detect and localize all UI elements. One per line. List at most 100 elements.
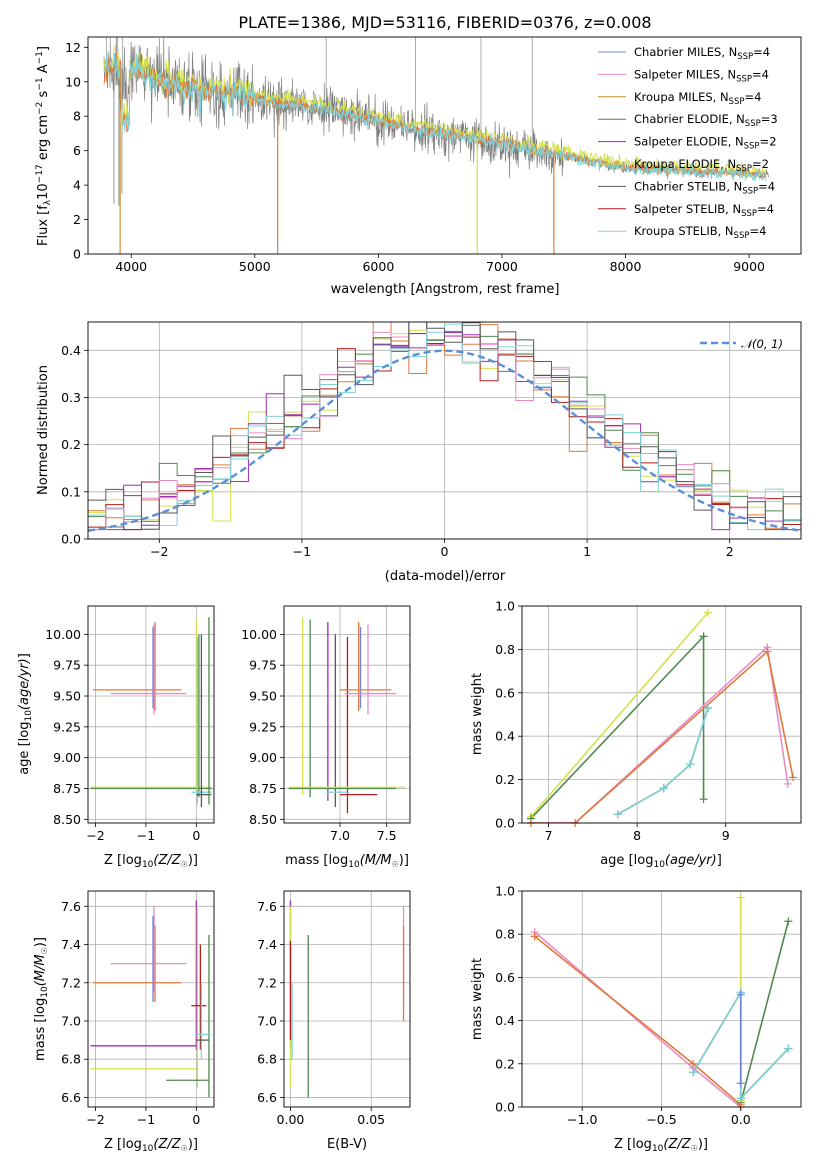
y-tick-label: 2 [73,212,81,227]
x-tick-label: −1 [137,1112,155,1127]
weight-marker [699,795,708,804]
y-tick-label: 1.0 [495,884,515,899]
weight-marker [736,990,745,999]
y-tick-label: 0.0 [495,1100,515,1115]
y-tick-label: 0.8 [495,927,515,942]
x-tick-label: 0 [192,828,200,843]
axes-frame [87,890,215,1108]
y-tick-label: 0 [73,247,81,262]
y-tick-label: 0.6 [495,970,515,985]
y-tick-label: 9.25 [53,719,81,734]
y-tick-label: 0.8 [495,642,515,657]
plot-area [90,900,212,1098]
weight-line [530,645,789,823]
y-axis-label: mass weight [470,673,485,755]
x-tick-label: 0 [441,544,449,559]
y-tick-label: 0.0 [61,532,81,547]
y-tick-label: 6 [73,143,81,158]
y-tick-label: 7.4 [61,937,81,952]
y-tick-label: 0.6 [495,685,515,700]
weight-line [530,650,794,823]
legend-label: Salpeter MILES, NSSP=4 [634,67,769,84]
y-tick-label: 6.6 [61,1090,81,1105]
legend-label: Chabrier ELODIE, NSSP=3 [634,112,778,129]
y-tick-label: 7.2 [61,975,81,990]
y-tick-label: 8.50 [53,812,81,827]
x-tick-label: −2 [86,828,104,843]
x-tick-label: −1 [137,828,155,843]
axes-frame [283,605,411,824]
y-tick-label: 7.4 [257,937,277,952]
x-tick-label: 1 [583,544,591,559]
axes-frame [283,890,411,1108]
legend-label: Chabrier STELIB, NSSP=4 [634,179,775,196]
y-tick-label: 0.2 [61,437,81,452]
weight-line [739,921,790,1103]
y-tick-label: 8.50 [249,812,277,827]
plot-area [530,611,794,823]
weight-marker [689,1068,698,1077]
plot-area [289,900,405,1098]
x-axis-label: E(B-V) [327,1137,367,1152]
histogram-series [88,322,801,531]
x-axis-label: age [log10(age/yr)] [600,853,722,870]
y-tick-label: 6.8 [61,1052,81,1067]
y-tick-label: 7.0 [257,1013,277,1028]
y-tick-label: 7.6 [61,899,81,914]
weight-line [530,634,705,820]
y-tick-label: 9.00 [249,750,277,765]
x-tick-label: 9000 [733,259,765,274]
y-tick-label: 0.4 [495,729,515,744]
x-tick-label: 5000 [239,259,271,274]
x-tick-label: 8 [633,828,641,843]
y-tick-label: 9.75 [53,658,81,673]
x-tick-label: 4000 [115,259,147,274]
x-tick-label: −1 [293,544,311,559]
x-axis-label: Z [log10(Z/Z☉)] [104,853,198,870]
y-tick-label: 10.00 [45,627,81,642]
x-axis-label: Z [log10(Z/Z☉)] [104,1137,198,1154]
x-axis-label: (data-model)/error [385,569,506,584]
x-tick-label: 6000 [362,259,394,274]
mass-weight-vs-age-axes [522,605,801,824]
weight-marker [736,893,745,902]
y-tick-label: 0.3 [61,390,81,405]
y-tick-label: 8.75 [249,781,277,796]
y-axis-label: Normed distribution [36,365,51,495]
axes-frame [87,36,802,255]
weight-marker [784,917,793,926]
x-tick-label: 2 [726,544,734,559]
y-tick-label: 4 [73,178,81,193]
weight-marker [736,1079,745,1088]
y-tick-label: 9.50 [53,689,81,704]
x-tick-label: 7.0 [330,828,350,843]
weight-line [530,611,709,818]
legend-label-normal: 𝒩(0, 1) [741,337,783,351]
y-tick-label: 9.25 [249,719,277,734]
axes-frame [521,605,802,824]
x-tick-label: 0.05 [357,1112,385,1127]
y-tick-label: 8 [73,109,81,124]
x-tick-label: 0.00 [277,1112,305,1127]
weight-line [617,707,709,816]
x-tick-label: 7 [545,828,553,843]
age-vs-Z-axes [88,606,214,823]
y-tick-label: 7.2 [257,975,277,990]
y-tick-label: 0.4 [495,1013,515,1028]
y-tick-label: 10 [65,74,81,89]
y-tick-label: 8.75 [53,781,81,796]
mass-weight-vs-Z-axes [522,890,801,1108]
y-tick-label: 0.0 [495,816,515,831]
y-axis-label: age [log10(age/yr)] [17,653,34,775]
weight-marker [783,779,792,788]
weight-marker [530,932,539,941]
weight-marker [689,1059,698,1068]
weight-marker [659,784,668,793]
chart-title: PLATE=1386, MJD=53116, FIBERID=0376, z=0… [238,13,651,32]
weight-marker [613,810,622,819]
legend-label: Kroupa STELIB, NSSP=4 [634,224,766,241]
plot-area [90,617,212,807]
y-axis-label: mass weight [470,958,485,1040]
y-tick-label: 0.1 [61,484,81,499]
model-kroupa-stelib [103,52,767,182]
